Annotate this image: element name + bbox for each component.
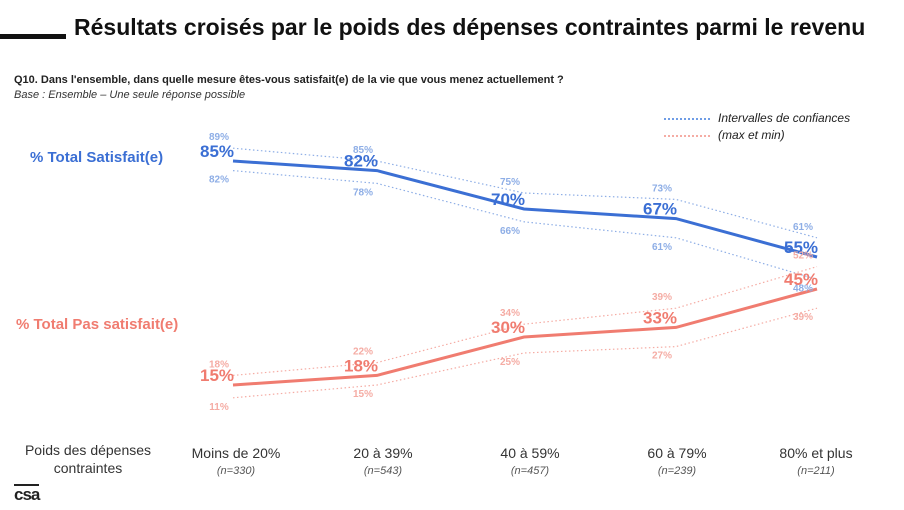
satisfied-max-label: 89% <box>209 132 229 143</box>
unsatisfied-min-label: 27% <box>652 351 672 362</box>
base-text: Base : Ensemble – Une seule réponse poss… <box>14 89 246 101</box>
category-n: (n=211) <box>797 465 835 477</box>
satisfied-max-label: 61% <box>793 222 813 233</box>
category-label: 80% et plus (n=211) <box>751 444 881 480</box>
satisfied-value-label: 85% <box>200 142 234 161</box>
satisfied-value-label: 70% <box>491 190 525 209</box>
category-name: 80% et plus <box>779 445 853 461</box>
legend: Intervalles de confiances (max et min) <box>664 110 850 144</box>
legend-dots-blue <box>664 117 710 120</box>
satisfied-min-label: 48% <box>793 283 813 294</box>
category-label: Moins de 20% (n=330) <box>171 444 301 480</box>
category-name: Moins de 20% <box>191 445 281 461</box>
category-label: 60 à 79% (n=239) <box>612 444 742 480</box>
category-name: 60 à 79% <box>647 445 707 461</box>
unsatisfied-line <box>232 287 818 387</box>
satisfied-value-label: 55% <box>784 238 818 257</box>
legend-line1: Intervalles de confiances <box>718 111 851 125</box>
unsatisfied-max-label: 34% <box>500 308 520 319</box>
legend-dots-red <box>664 134 710 137</box>
series-label-satisfied: % Total Satisfait(e) <box>30 149 164 166</box>
legend-line2: (max et min) <box>718 128 785 142</box>
series-label-unsatisfied: % Total Pas satisfait(e) <box>16 316 179 333</box>
category-n: (n=543) <box>363 465 403 477</box>
category-n: (n=457) <box>510 465 550 477</box>
unsatisfied-max-label: 18% <box>209 359 229 370</box>
unsatisfied-max-line <box>232 266 818 376</box>
title-accent-bar <box>0 34 66 39</box>
unsatisfied-max-label: 22% <box>353 347 373 358</box>
satisfied-min-label: 66% <box>500 226 520 237</box>
satisfied-max-line <box>232 147 818 239</box>
unsatisfied-value-label: 15% <box>200 366 234 385</box>
unsatisfied-min-label: 25% <box>500 357 520 368</box>
category-label: 40 à 59% (n=457) <box>465 444 595 480</box>
satisfied-min-label: 78% <box>353 187 373 198</box>
category-name: 40 à 59% <box>500 445 560 461</box>
satisfied-min-label: 82% <box>209 175 229 186</box>
axis-header: Poids des dépenses contraintes <box>24 442 152 476</box>
satisfied-value-label: 82% <box>344 152 378 171</box>
satisfied-line <box>232 159 818 259</box>
satisfied-max-label: 85% <box>353 145 373 156</box>
category-n: (n=239) <box>657 465 697 477</box>
satisfied-value-label: 67% <box>643 200 677 219</box>
unsatisfied-min-label: 39% <box>793 312 813 323</box>
category-n: (n=330) <box>216 465 256 477</box>
unsatisfied-min-label: 15% <box>353 389 373 400</box>
unsatisfied-min-line <box>232 307 818 399</box>
category-name: 20 à 39% <box>353 445 413 461</box>
satisfied-min-line <box>232 170 818 280</box>
satisfied-max-label: 73% <box>652 183 672 194</box>
unsatisfied-max-label: 52% <box>793 251 813 262</box>
csa-logo: csa <box>14 484 40 504</box>
satisfied-max-label: 75% <box>500 177 520 188</box>
page-title: Résultats croisés par le poids des dépen… <box>74 14 866 40</box>
unsatisfied-max-label: 39% <box>652 292 672 303</box>
unsatisfied-min-label: 11% <box>209 402 229 413</box>
category-label: 20 à 39% (n=543) <box>318 444 448 480</box>
question-text: Q10. Dans l'ensemble, dans quelle mesure… <box>14 74 564 86</box>
satisfied-min-label: 61% <box>652 242 672 253</box>
unsatisfied-value-label: 18% <box>344 356 378 375</box>
unsatisfied-value-label: 30% <box>491 318 525 337</box>
unsatisfied-value-label: 33% <box>643 308 677 327</box>
unsatisfied-value-label: 45% <box>784 270 818 289</box>
